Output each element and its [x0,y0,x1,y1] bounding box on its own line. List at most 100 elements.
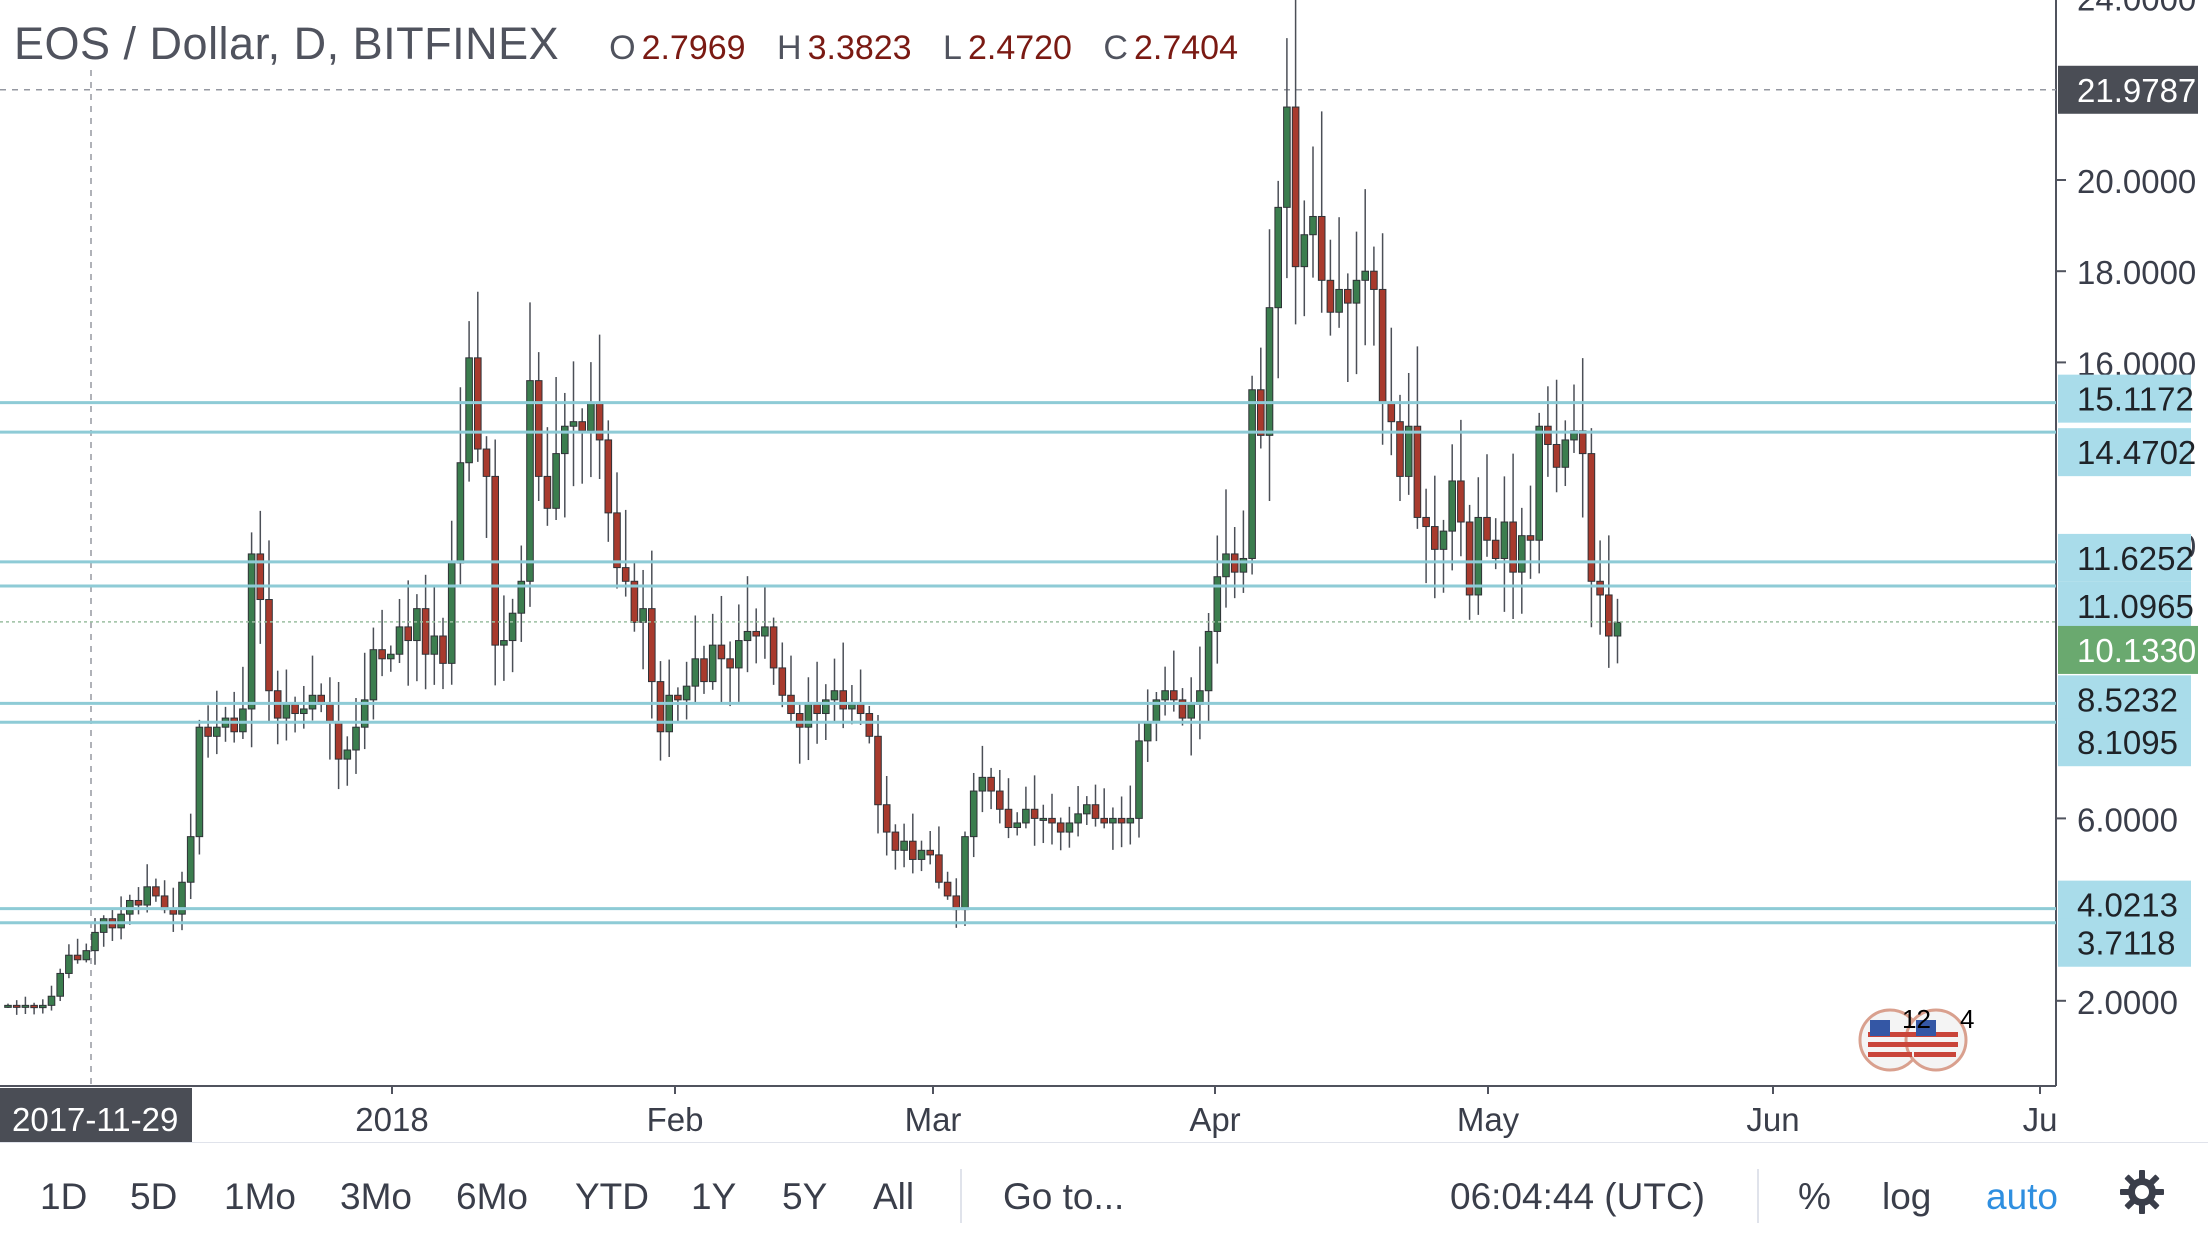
candle-body[interactable] [761,626,769,637]
range-6mo-button[interactable]: 6Mo [456,1176,528,1217]
candle-body[interactable] [1187,703,1196,719]
candle-body[interactable] [169,909,178,915]
range-1d-button[interactable]: 1D [40,1176,88,1217]
candle-body[interactable] [1518,535,1526,573]
candle-body[interactable] [752,630,761,637]
candle-body[interactable] [99,918,108,933]
candle-body[interactable] [1596,580,1604,596]
candle-body[interactable] [708,644,717,683]
candle-body[interactable] [47,995,56,1006]
candle-body[interactable] [456,462,465,564]
percent-scale-button[interactable]: % [1798,1176,1831,1217]
candle-body[interactable] [569,421,578,427]
candle-body[interactable] [1265,307,1274,436]
candle-body[interactable] [822,699,830,715]
candle-body[interactable] [552,453,560,509]
candle-body[interactable] [1056,822,1065,833]
candle-body[interactable] [300,708,308,715]
candle-body[interactable] [1378,288,1387,404]
candle-body[interactable] [1065,822,1074,833]
candle-body[interactable] [1587,453,1596,582]
candle-body[interactable] [1013,822,1022,829]
candle-body[interactable] [795,713,804,728]
candle-body[interactable] [282,703,291,719]
candle-body[interactable] [82,950,91,961]
candle-body[interactable] [1465,521,1474,596]
candle-body[interactable] [1352,279,1361,304]
candle-body[interactable] [204,726,212,737]
candle-body[interactable] [39,1004,47,1009]
candle-body[interactable] [12,1004,21,1008]
candle-body[interactable] [1317,215,1326,281]
candle-body[interactable] [30,1004,38,1009]
candle-body[interactable] [1126,817,1135,824]
candle-body[interactable] [1387,402,1396,423]
candle-body[interactable] [961,836,969,911]
candle-body[interactable] [1552,443,1561,468]
candle-body[interactable] [343,749,352,760]
candle-body[interactable] [1483,516,1491,541]
candle-body[interactable] [1309,215,1317,236]
candle-body[interactable] [726,658,734,669]
auto-scale-button[interactable]: auto [1986,1176,2059,1217]
candle-body[interactable] [1257,389,1265,436]
candle-body[interactable] [621,567,630,582]
candle-body[interactable] [1248,389,1256,559]
candle-body[interactable] [247,553,256,710]
range-3mo-button[interactable]: 3Mo [340,1176,412,1217]
candle-body[interactable] [1213,576,1222,632]
candle-body[interactable] [360,699,369,728]
candle-body[interactable] [735,640,743,669]
candle-body[interactable] [387,653,395,660]
candle-body[interactable] [1335,288,1343,313]
candle-body[interactable] [926,849,935,856]
candle-body[interactable] [1535,425,1544,541]
candle-body[interactable] [256,553,265,601]
candle-body[interactable] [648,608,656,683]
price-chart[interactable]: 24.000020.000018.000016.00006.00002.0000… [0,0,2208,1142]
candle-body[interactable] [500,640,508,646]
candle-body[interactable] [604,439,613,514]
us-flag-icon[interactable] [1856,1004,1976,1076]
candle-body[interactable] [1413,425,1422,518]
candle-body[interactable] [291,703,299,715]
candle-body[interactable] [978,776,987,792]
candle-body[interactable] [1396,421,1404,477]
candle-body[interactable] [117,913,125,929]
range-5y-button[interactable]: 5Y [782,1176,828,1217]
candle-body[interactable] [743,630,752,642]
candle-body[interactable] [656,681,665,733]
candle-body[interactable] [1004,808,1013,829]
candle-body[interactable] [943,881,952,897]
candle-body[interactable] [1561,439,1570,468]
candle-body[interactable] [1326,279,1335,313]
candle-body[interactable] [1491,539,1500,559]
candle-body[interactable] [465,357,473,464]
candle-body[interactable] [352,726,360,751]
candle-body[interactable] [65,954,73,974]
candle-body[interactable] [882,804,891,833]
candle-body[interactable] [1135,740,1143,819]
candle-body[interactable] [1500,521,1509,559]
candle-body[interactable] [1448,480,1457,532]
candle-body[interactable] [891,831,900,851]
event-badges[interactable]: 12 4 [1856,1004,1976,1076]
candle-body[interactable] [595,402,604,441]
candle-body[interactable] [413,608,421,642]
candle-body[interactable] [682,685,691,701]
candle-body[interactable] [1143,722,1152,742]
candle-body[interactable] [804,703,813,728]
candle-body[interactable] [334,722,343,760]
log-scale-button[interactable]: log [1882,1176,1932,1217]
candle-body[interactable] [1170,690,1178,701]
candle-body[interactable] [1239,557,1248,573]
candle-body[interactable] [395,626,404,655]
candle-body[interactable] [1474,516,1483,596]
candle-body[interactable] [239,708,247,733]
candle-body[interactable] [1204,630,1213,692]
chart-area[interactable]: 24.000020.000018.000016.00006.00002.0000… [0,0,2208,1142]
candle-body[interactable] [700,658,708,683]
candle-body[interactable] [674,694,682,701]
candle-body[interactable] [613,512,621,569]
candle-body[interactable] [1291,106,1300,268]
